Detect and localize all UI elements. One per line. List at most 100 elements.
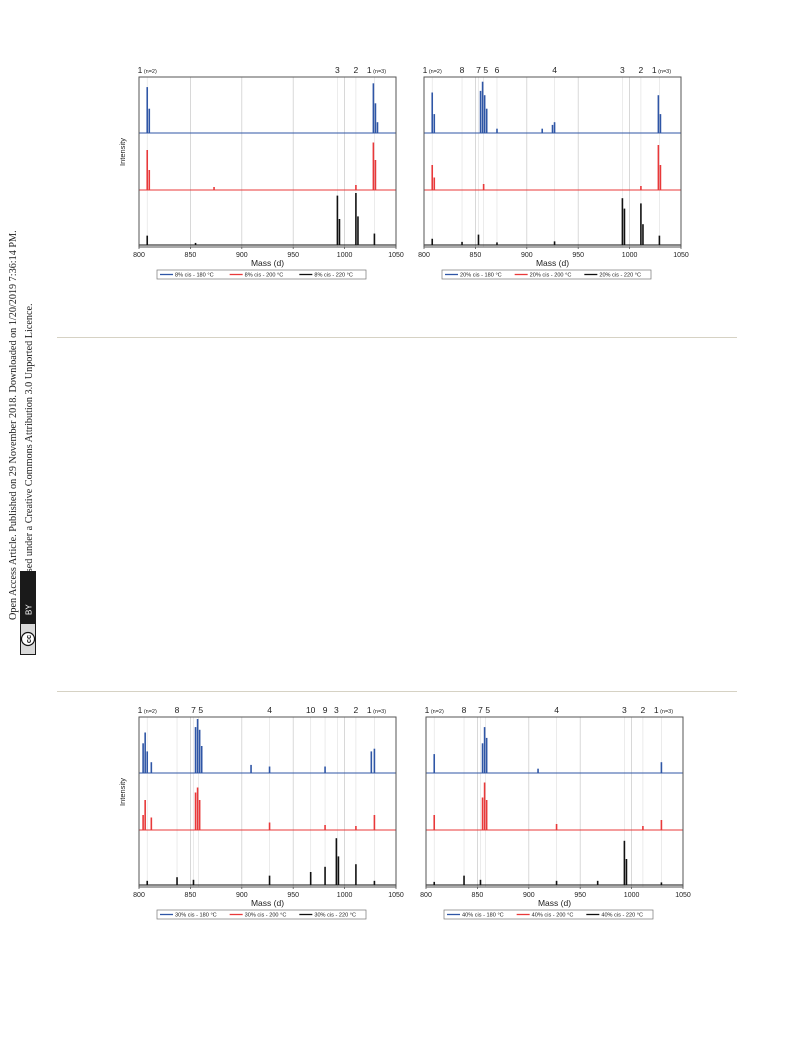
licence-notice: Open Access Article. Published on 29 Nov… (2, 200, 44, 660)
plot-frame (138, 716, 397, 888)
peak-label: 1 (n=3) (367, 705, 386, 715)
legend: 30% cis - 180 °C 30% cis - 200 °C 30% cis … (156, 909, 367, 920)
peak-label: 8 (175, 705, 180, 715)
chart-svg: 1 (n=2) 8 7 5 6 4 3 2 1 (n=3)800 850 900 950 1000 1050M… (418, 65, 689, 280)
x-tick-label: 950 (574, 892, 586, 899)
legend: 8% cis - 180 °C 8% cis - 200 °C 8% cis - 2… (156, 269, 367, 280)
x-tick-label: 900 (521, 252, 533, 259)
legend-entry: 40% cis - 220 °C (601, 913, 643, 919)
peak-label-subscript: (n=2) (144, 709, 157, 715)
by-badge-text: BY (25, 604, 34, 615)
peak-label: 1 (n=2) (138, 705, 157, 715)
peak-label-number: 10 (306, 705, 316, 715)
peak-label-number: 2 (354, 705, 359, 715)
cc-badge-text: cc (24, 635, 33, 643)
peak-label-number: 1 (652, 65, 657, 75)
peak-label-number: 1 (138, 65, 143, 75)
peak-label-number: 9 (323, 705, 328, 715)
peak-label-number: 8 (175, 705, 180, 715)
peak-label: 8 (460, 65, 465, 75)
peak-label: 1 (n=3) (367, 65, 386, 75)
legend-box (156, 269, 367, 280)
series-trace (139, 83, 396, 134)
x-tick-label: 850 (470, 252, 482, 259)
peak-label-number: 5 (485, 705, 490, 715)
x-tick-label: 1050 (673, 252, 689, 259)
x-tick-label: 800 (133, 892, 145, 899)
peak-label: 4 (267, 705, 272, 715)
legend-entry: 8% cis - 200 °C (245, 273, 284, 279)
peak-label-number: 3 (334, 705, 339, 715)
plot-frame (138, 76, 397, 248)
legend-entry: 20% cis - 200 °C (530, 273, 572, 279)
peak-label-subscript: (n=3) (658, 69, 671, 75)
series-trace (426, 840, 683, 886)
peak-label: 2 (639, 65, 644, 75)
peak-label-number: 2 (641, 705, 646, 715)
plot-frame (425, 716, 684, 888)
separator-rule (57, 337, 737, 338)
peak-label-number: 1 (423, 65, 428, 75)
chart-svg: 1 (n=2) 8 7 5 4 3 2 1 (n=3)800 850 900 950 1000 1050Ma… (420, 705, 691, 920)
peak-label-subscript: (n=3) (660, 709, 673, 715)
peak-label-number: 6 (495, 65, 500, 75)
peak-label-number: 4 (267, 705, 272, 715)
x-axis-label: Mass (d) (251, 258, 284, 268)
x-tick-label: 900 (236, 892, 248, 899)
x-axis-label: Mass (d) (251, 898, 284, 908)
peak-label-subscript: (n=2) (429, 69, 442, 75)
peak-label: 8 (462, 705, 467, 715)
peak-label: 3 (334, 705, 339, 715)
x-tick-label: 1000 (622, 252, 638, 259)
x-tick-label: 1000 (337, 252, 353, 259)
peak-label-subscript: (n=2) (144, 69, 157, 75)
peak-label: 1 (n=2) (423, 65, 442, 75)
x-tick-label: 850 (472, 892, 484, 899)
peak-label-number: 1 (138, 705, 143, 715)
peak-label: 9 (323, 705, 328, 715)
x-tick-label: 950 (287, 892, 299, 899)
peak-label: 1 (n=3) (652, 65, 671, 75)
peak-label: 1 (n=2) (138, 65, 157, 75)
x-tick-label: 900 (523, 892, 535, 899)
x-tick-label: 1000 (624, 892, 640, 899)
x-tick-label: 900 (236, 252, 248, 259)
peak-label-subscript: (n=3) (373, 69, 386, 75)
peak-label: 3 (620, 65, 625, 75)
peak-label-number: 8 (462, 705, 467, 715)
legend-entry: 20% cis - 180 °C (460, 273, 502, 279)
licence-line-1: Open Access Article. Published on 29 Nov… (8, 230, 19, 620)
y-axis-label: Intensity (118, 778, 127, 806)
peak-label: 3 (335, 65, 340, 75)
peak-label: 7 (191, 705, 196, 715)
x-tick-label: 1050 (675, 892, 691, 899)
peak-label-number: 7 (476, 65, 481, 75)
series-trace (424, 81, 681, 134)
cc-by-badge[interactable]: cc BY (20, 571, 36, 655)
series-trace (139, 787, 396, 831)
x-tick-label: 950 (287, 252, 299, 259)
y-axis-label: Intensity (118, 138, 127, 166)
peak-label: 4 (552, 65, 557, 75)
peak-label: 7 (476, 65, 481, 75)
chart-panel-40pct: 1 (n=2) 8 7 5 4 3 2 1 (n=3) 800 850 900 950 1000 1050 Ma… (397, 700, 691, 925)
peak-label: 4 (554, 705, 559, 715)
peak-label: 5 (485, 705, 490, 715)
peak-label: 5 (198, 705, 203, 715)
x-tick-label: 800 (418, 252, 430, 259)
peak-label-number: 8 (460, 65, 465, 75)
series-trace (424, 145, 681, 191)
x-axis-label: Mass (d) (536, 258, 569, 268)
x-tick-label: 850 (185, 892, 197, 899)
cc-icon (20, 631, 36, 647)
peak-label-number: 4 (554, 705, 559, 715)
peak-label-subscript: (n=2) (431, 709, 444, 715)
peak-label-number: 1 (367, 65, 372, 75)
peak-label: 2 (354, 705, 359, 715)
chart-panel-8pct: 1 (n=2) 3 2 1 (n=3) 800 850 900 950 1000 1050 Mass (… (110, 60, 404, 285)
peak-label: 10 (306, 705, 316, 715)
legend-box (443, 909, 654, 920)
peak-label: 2 (641, 705, 646, 715)
x-axis-label: Mass (d) (538, 898, 571, 908)
series-trace (139, 719, 396, 774)
